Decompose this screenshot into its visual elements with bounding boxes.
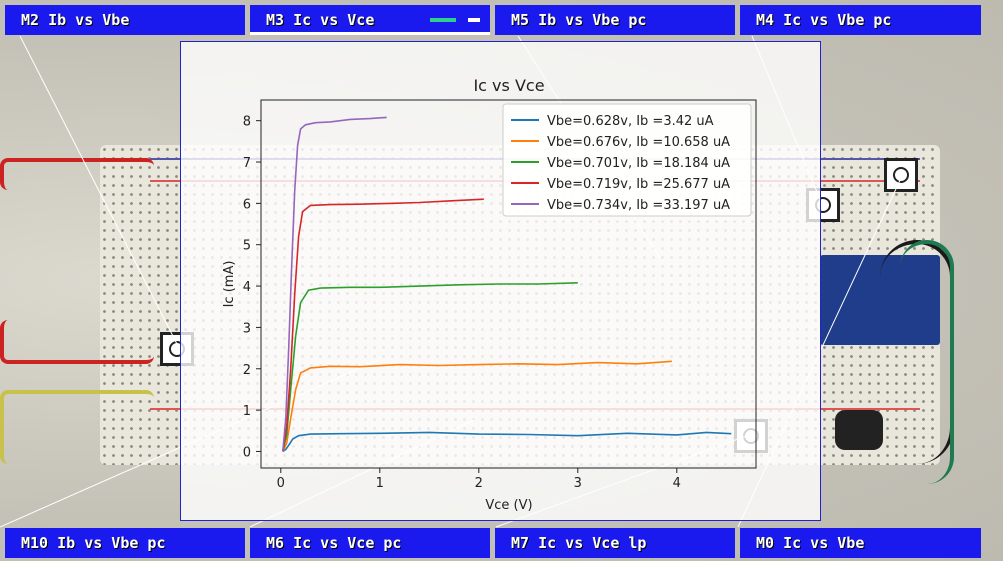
tab-m4-ic-vs-vbe-pc[interactable]: M4 Ic vs Vbe pc: [740, 5, 981, 35]
ic-vs-vce-chart: Ic vs Vce 0 1 2 3 4 0 1 2 3 4 5 6 7 8 Vbe=0.628v, Ib …: [222, 76, 757, 513]
x-tick-label: 1: [376, 476, 384, 491]
plot-area-frame: [260, 99, 757, 469]
series-line-4: [282, 198, 484, 452]
y-tick-label: 4: [243, 280, 251, 295]
series-line-5: [282, 116, 387, 452]
legend-entry: Vbe=0.734v, Ib =33.197 uA: [547, 198, 730, 213]
tab-m0-ic-vs-vbe[interactable]: M0 Ic vs Vbe: [740, 528, 981, 558]
minimize-indicator[interactable]: [430, 18, 456, 22]
series-line-2: [282, 360, 672, 452]
y-tick-label: 3: [243, 321, 251, 336]
legend-entry: Vbe=0.719v, Ib =25.677 uA: [547, 177, 730, 192]
chart-title: Ic vs Vce: [473, 76, 544, 95]
x-tick-label: 2: [475, 476, 483, 491]
legend-entry: Vbe=0.628v, Ib =3.42 uA: [547, 114, 714, 129]
legend-box: [502, 103, 752, 217]
series-line-1: [282, 431, 732, 453]
restore-indicator[interactable]: [468, 18, 480, 22]
legend-entry: Vbe=0.676v, Ib =10.658 uA: [547, 135, 730, 150]
x-tick-label: 3: [574, 476, 582, 491]
series-line-3: [282, 282, 578, 452]
tab-m10-ib-vs-vbe-pc[interactable]: M10 Ib vs Vbe pc: [5, 528, 245, 558]
tab-m6-ic-vs-vce-pc[interactable]: M6 Ic vs Vce pc: [250, 528, 490, 558]
y-axis-label: Ic (mA): [222, 261, 237, 308]
y-tick-label: 0: [243, 445, 251, 460]
green-wire: [900, 240, 954, 484]
y-tick-label: 8: [243, 115, 251, 130]
y-tick-label: 5: [243, 239, 251, 254]
tab-label: M3 Ic vs Vce: [266, 11, 375, 29]
tab-m3-ic-vs-vce[interactable]: M3 Ic vs Vce: [250, 5, 490, 35]
tab-m7-ic-vs-vce-lp[interactable]: M7 Ic vs Vce lp: [495, 528, 735, 558]
y-tick-label: 1: [243, 404, 251, 419]
legend-entry: Vbe=0.701v, Ib =18.184 uA: [547, 156, 730, 171]
tab-m2-ib-vs-vbe[interactable]: M2 Ib vs Vbe: [5, 5, 245, 35]
x-tick-label: 0: [277, 476, 285, 491]
tab-m5-ib-vs-vbe-pc[interactable]: M5 Ib vs Vbe pc: [495, 5, 735, 35]
y-tick-label: 2: [243, 363, 251, 378]
tracking-marker: [884, 158, 918, 192]
red-wire-lower: [0, 320, 154, 364]
x-tick-label: 4: [673, 476, 681, 491]
y-tick-label: 7: [243, 156, 251, 171]
y-tick-label: 6: [243, 197, 251, 212]
red-wire: [0, 158, 154, 190]
x-axis-label: Vce (V): [485, 498, 532, 513]
plot-panel: Ic vs Vce 0 1 2 3 4 0 1 2 3 4 5 6 7 8 Vbe=0.628v, Ib …: [180, 41, 821, 521]
yellow-wire: [0, 390, 154, 464]
capacitor: [835, 410, 883, 450]
